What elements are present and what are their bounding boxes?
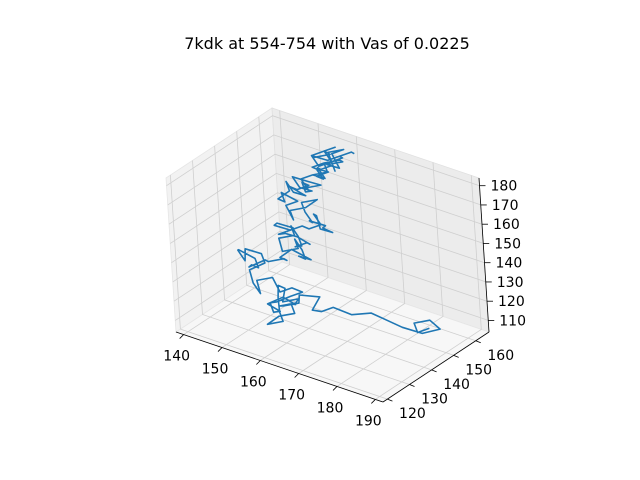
grid-line-z	[168, 153, 483, 225]
grid-line-y	[258, 116, 476, 342]
grid-line-y	[192, 160, 410, 385]
x-tick-label: 170	[278, 387, 305, 403]
z-tick-label: 110	[499, 313, 526, 329]
grid-line-z	[167, 134, 481, 206]
grid-line-y	[214, 145, 432, 371]
series-line	[237, 146, 441, 335]
grid-line-z	[170, 172, 484, 244]
grid-line-z	[173, 230, 488, 302]
chart-title: 7kdk at 554-754 with Vas of 0.0225	[184, 34, 470, 53]
y-tick-label: 130	[421, 392, 448, 408]
z-tick-label: 180	[491, 179, 518, 195]
y-tick-mark	[453, 354, 459, 358]
grid-line-x	[183, 110, 291, 335]
y-tick-mark	[387, 398, 393, 402]
axes-grid	[166, 110, 489, 400]
y-tick-mark	[431, 369, 437, 373]
x-tick-mark	[371, 399, 376, 404]
x-tick-mark	[217, 347, 223, 352]
y-tick-label: 140	[443, 377, 470, 393]
z-axis-line	[478, 177, 490, 333]
x-axis-line	[175, 331, 384, 403]
grid-line-z	[171, 192, 485, 264]
y-axis-line	[382, 331, 490, 403]
z-tick-label: 170	[492, 198, 519, 214]
y-tick-label: 150	[465, 362, 492, 378]
series-group	[237, 146, 441, 335]
x-tick-mark	[332, 386, 338, 391]
z-tick-label: 140	[496, 256, 523, 272]
x-tick-mark	[256, 360, 261, 365]
grid-line-z	[175, 249, 489, 321]
y-tick-mark	[409, 384, 415, 387]
grid-line-z	[172, 211, 486, 283]
x-tick-label: 190	[355, 413, 382, 429]
grid-line-x	[298, 149, 406, 374]
grid-line-z	[166, 115, 480, 187]
y-tick-label: 120	[399, 406, 426, 422]
z-tick-label: 160	[493, 217, 520, 233]
grid-line-x	[375, 175, 482, 400]
grid-line-y	[170, 175, 388, 400]
z-tick-label: 120	[498, 294, 525, 310]
y-tick-label: 160	[487, 348, 514, 364]
axes-lines	[175, 177, 490, 403]
x-tick-label: 180	[317, 400, 344, 416]
x-tick-label: 140	[163, 349, 190, 365]
x-tick-label: 160	[240, 375, 267, 391]
y-tick-mark	[475, 340, 481, 344]
x-tick-mark	[294, 373, 299, 378]
z-tick-label: 130	[497, 275, 524, 291]
grid-line-x	[260, 136, 367, 361]
x-tick-mark	[179, 334, 184, 339]
grid-line-x	[336, 162, 444, 387]
x-tick-label: 150	[202, 362, 229, 378]
grid-line-y	[236, 131, 454, 356]
z-tick-label: 150	[494, 236, 521, 252]
